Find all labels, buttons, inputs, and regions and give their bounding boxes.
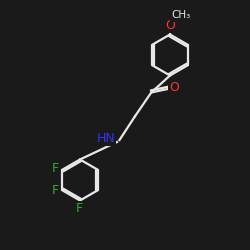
Text: CH₃: CH₃	[171, 10, 190, 20]
Text: F: F	[76, 202, 83, 215]
Text: F: F	[52, 162, 59, 175]
Text: O: O	[165, 19, 175, 32]
Text: F: F	[52, 184, 59, 197]
Text: O: O	[169, 81, 179, 94]
Text: HN: HN	[96, 132, 115, 144]
